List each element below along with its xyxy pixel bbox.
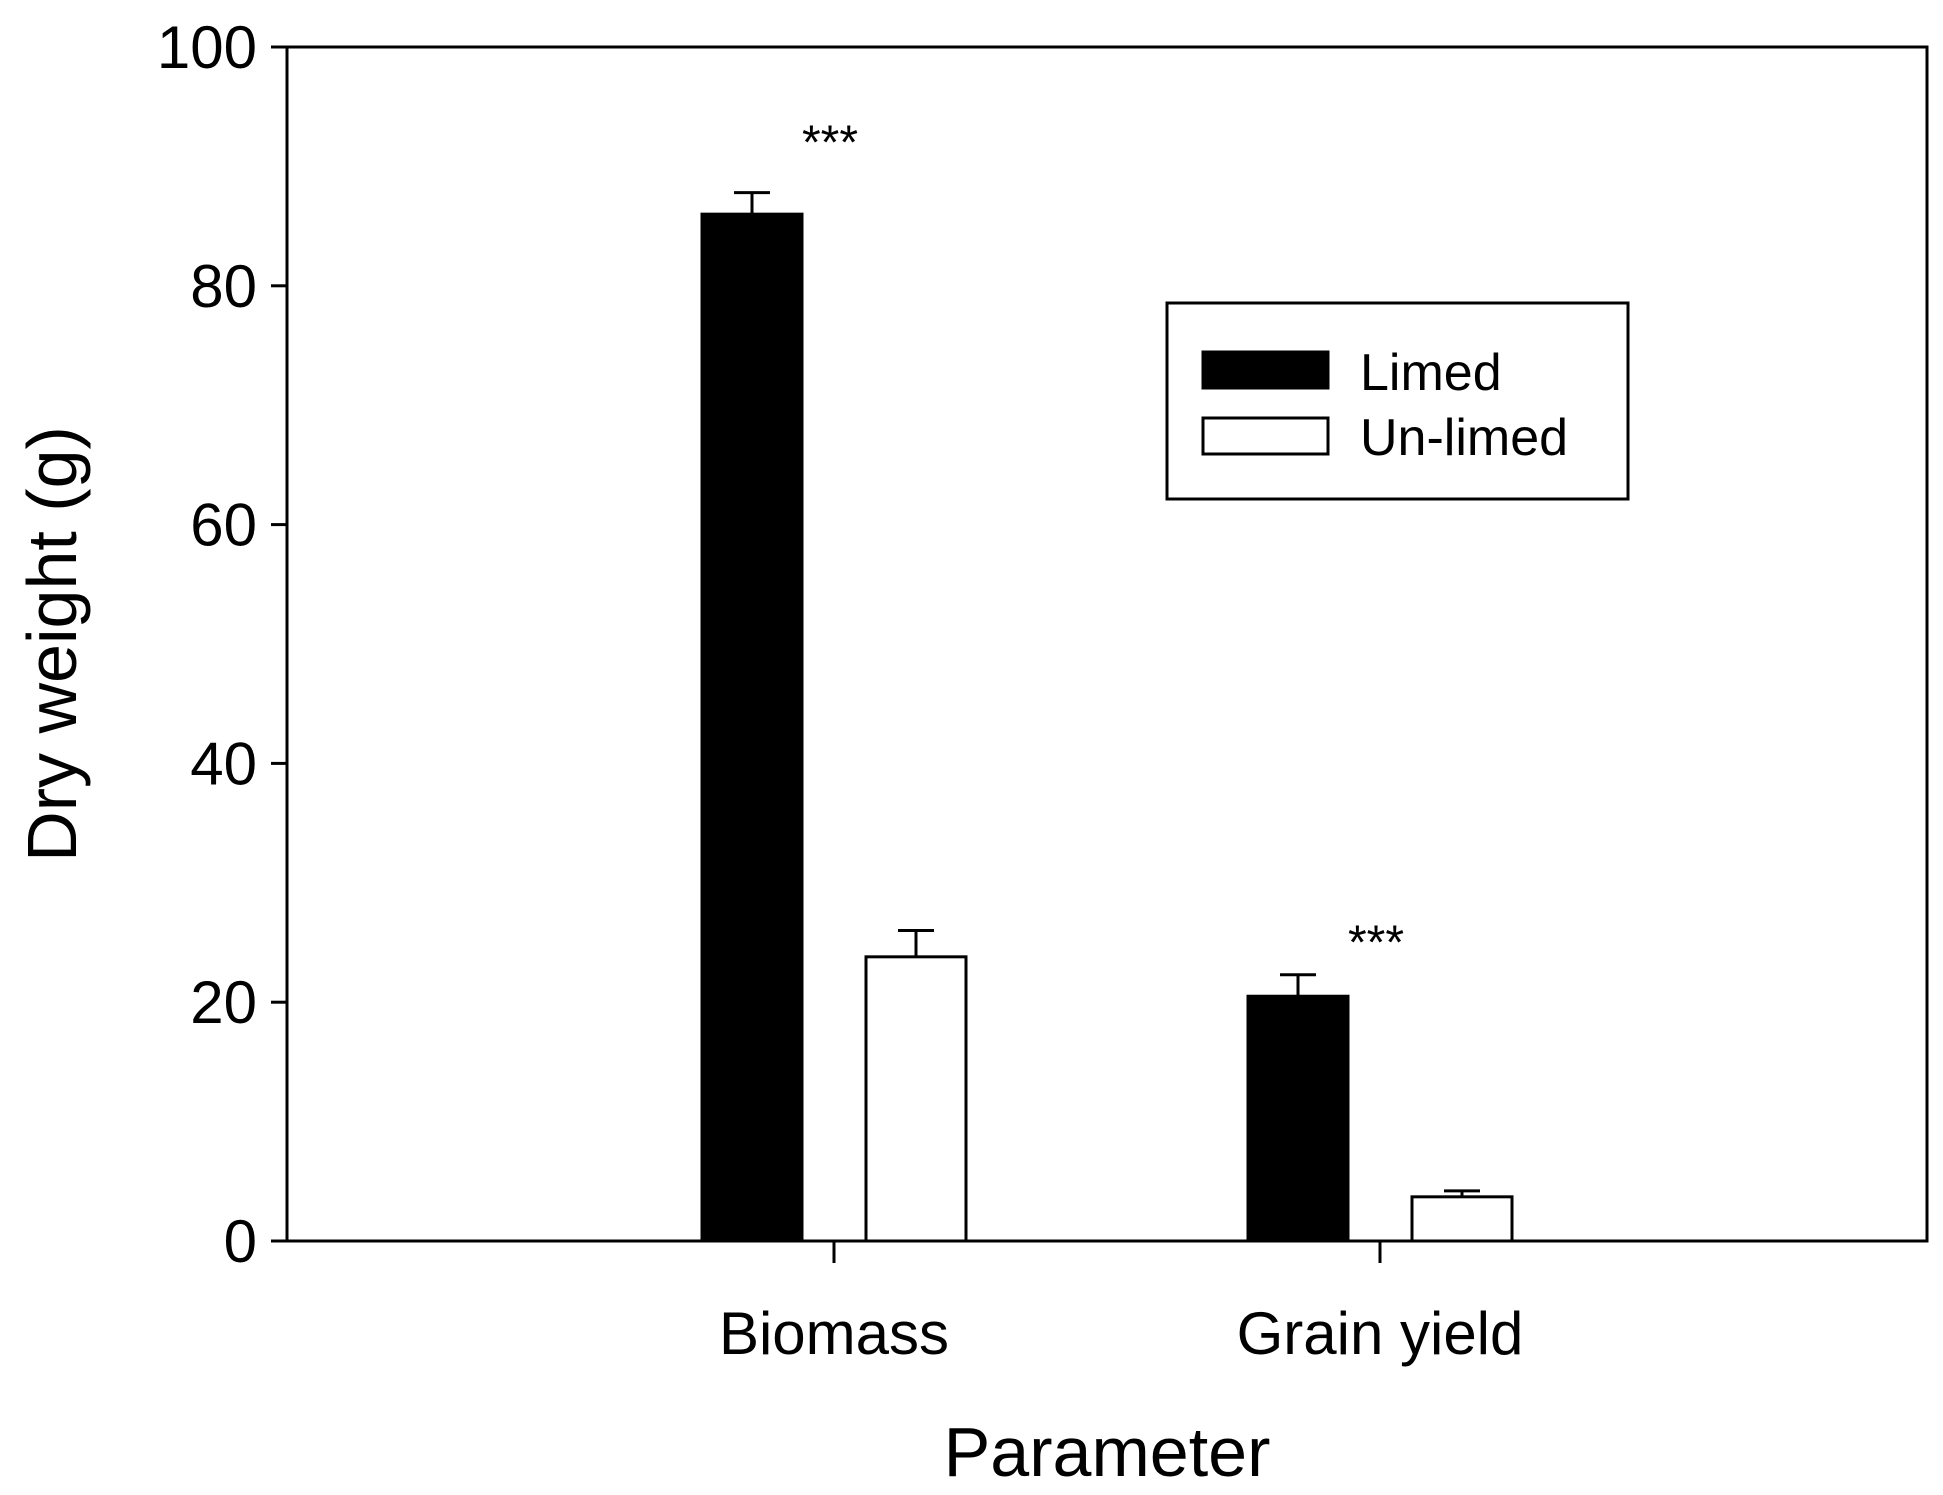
bars-group — [700, 191, 1514, 1243]
y-axis-title: Dry weight (g) — [13, 426, 91, 862]
plot-frame — [285, 45, 1929, 1243]
y-tick-label: 20 — [190, 969, 257, 1036]
legend-label-unlimed: Un-limed — [1360, 409, 1568, 467]
annotations-group: *** *** — [802, 117, 1404, 970]
y-tick-label: 0 — [224, 1208, 257, 1275]
x-axis-ticks: Biomass Grain yield — [719, 1241, 1523, 1367]
bar-limed-biomass — [700, 212, 804, 1243]
significance-label: *** — [802, 117, 858, 170]
bar-limed-grain-yield — [1246, 994, 1350, 1243]
bar-un-limed-biomass — [864, 955, 968, 1243]
x-axis-title: Parameter — [944, 1413, 1271, 1491]
legend-label-limed: Limed — [1360, 344, 1502, 402]
legend: Limed Un-limed — [1165, 301, 1630, 501]
significance-label: *** — [1348, 917, 1404, 970]
y-tick-label: 60 — [190, 492, 257, 559]
bar-un-limed-grain-yield — [1410, 1195, 1514, 1243]
y-tick-label: 80 — [190, 253, 257, 320]
y-tick-label: 40 — [190, 730, 257, 797]
legend-swatch-limed — [1201, 350, 1330, 390]
x-tick-label: Biomass — [719, 1300, 949, 1367]
x-tick-label: Grain yield — [1237, 1300, 1524, 1367]
legend-box — [1165, 301, 1630, 501]
y-tick-label: 100 — [157, 14, 257, 81]
y-axis-ticks: 0 20 40 60 80 100 — [157, 14, 287, 1275]
legend-swatch-unlimed — [1201, 416, 1330, 456]
